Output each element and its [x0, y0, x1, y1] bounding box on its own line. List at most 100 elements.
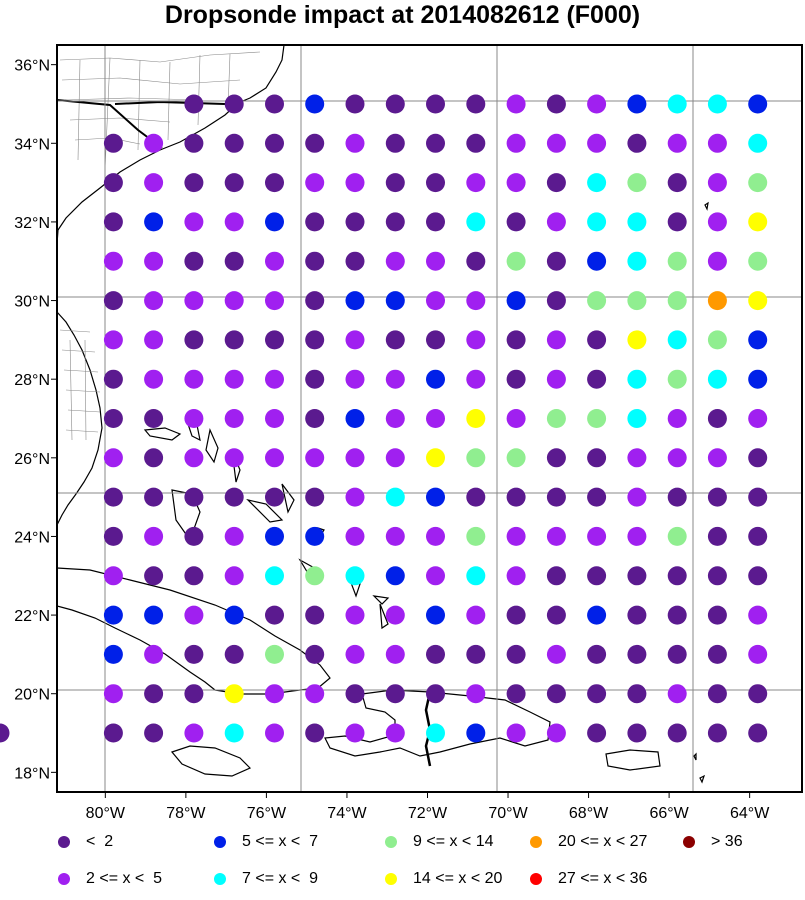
dropsonde-dot	[627, 291, 647, 311]
dropsonde-dot	[627, 723, 647, 743]
dropsonde-dot	[305, 330, 325, 350]
legend-label: 27 <= x < 36	[558, 870, 648, 887]
dropsonde-dot	[144, 251, 164, 271]
dropsonde-dot	[748, 684, 768, 704]
dropsonde-dot	[587, 94, 607, 114]
dropsonde-dot	[144, 369, 164, 389]
dropsonde-dot	[184, 291, 204, 311]
dropsonde-dot	[667, 684, 687, 704]
dropsonde-dot	[748, 409, 768, 428]
dropsonde-dot	[426, 173, 445, 193]
dropsonde-dot	[506, 723, 526, 743]
dropsonde-dot	[385, 566, 405, 586]
us-coastline	[57, 45, 285, 245]
legend-item: 9 <= x < 14	[385, 832, 494, 852]
dropsonde-dot	[144, 212, 164, 232]
dropsonde-dot	[748, 133, 768, 153]
dropsonde-dot	[707, 723, 727, 743]
florida-coastline	[57, 311, 103, 526]
dropsonde-dot	[546, 173, 566, 193]
dropsonde-dot	[466, 644, 486, 664]
dropsonde-dot	[184, 173, 204, 193]
dropsonde-dot	[385, 409, 405, 428]
dropsonde-dot	[224, 291, 244, 311]
dropsonde-dot	[506, 291, 526, 311]
dropsonde-dot	[748, 94, 768, 114]
dropsonde-dot	[385, 330, 405, 350]
dropsonde-dot	[546, 212, 566, 232]
legend-label: 20 <= x < 27	[558, 833, 648, 850]
dropsonde-dot	[506, 369, 526, 389]
dropsonde-dot	[627, 448, 647, 468]
dropsonde-dot	[305, 487, 325, 507]
dropsonde-dot	[144, 526, 164, 546]
lon-tick-label: 64°W	[730, 805, 770, 822]
dropsonde-dot	[224, 644, 244, 664]
dropsonde-dot	[305, 448, 325, 468]
dropsonde-dot	[466, 94, 486, 114]
dropsonde-dot	[345, 212, 365, 232]
dropsonde-dot	[587, 448, 607, 468]
lat-tick-label: 18°N	[14, 765, 50, 782]
dropsonde-dot	[426, 566, 445, 586]
legend-swatch	[530, 836, 542, 848]
dropsonde-dot	[466, 487, 486, 507]
lon-tick-label: 76°W	[247, 805, 287, 822]
dropsonde-dot	[707, 369, 727, 389]
dropsonde-dot	[748, 251, 768, 271]
dropsonde-dot	[305, 605, 325, 625]
dropsonde-dot	[103, 133, 123, 153]
dropsonde-dot	[546, 605, 566, 625]
dropsonde-dot	[265, 291, 284, 311]
dropsonde-dot	[265, 369, 284, 389]
dropsonde-dot	[748, 605, 768, 625]
legend-swatch	[385, 873, 397, 885]
dropsonde-dot	[345, 605, 365, 625]
dropsonde-dot	[144, 291, 164, 311]
dropsonde-dot	[224, 173, 244, 193]
dropsonde-dot	[305, 723, 325, 743]
dropsonde-dot	[184, 605, 204, 625]
legend-label: 14 <= x < 20	[413, 870, 503, 887]
dropsonde-dot	[265, 448, 284, 468]
legend-item: 5 <= x < 7	[214, 832, 318, 852]
dropsonde-dot	[305, 684, 325, 704]
dropsonde-dot	[667, 133, 687, 153]
dropsonde-dot	[385, 684, 405, 704]
dropsonde-dot	[426, 251, 445, 271]
dropsonde-dot	[466, 409, 486, 428]
legend-label: > 36	[711, 833, 743, 850]
dropsonde-dot	[466, 566, 486, 586]
dropsonde-dot	[385, 251, 405, 271]
dropsonde-dot	[305, 173, 325, 193]
dropsonde-dot	[707, 566, 727, 586]
dropsonde-dot	[265, 487, 284, 507]
dropsonde-dot	[587, 566, 607, 586]
dropsonde-dot	[707, 409, 727, 428]
dropsonde-dot	[587, 644, 607, 664]
dropsonde-dot	[587, 251, 607, 271]
dropsonde-dot	[345, 369, 365, 389]
lat-tick-label: 22°N	[14, 608, 50, 625]
dropsonde-dot	[144, 173, 164, 193]
legend-swatch	[683, 836, 695, 848]
dropsonde-dot	[184, 94, 204, 114]
dropsonde-dot	[265, 330, 284, 350]
lat-tick-label: 26°N	[14, 451, 50, 468]
dropsonde-dot	[345, 133, 365, 153]
dropsonde-dot	[466, 448, 486, 468]
dropsonde-dot	[426, 291, 445, 311]
dropsonde-dot	[224, 526, 244, 546]
dropsonde-dot	[144, 566, 164, 586]
dropsonde-dot	[426, 684, 445, 704]
dropsonde-dot	[144, 644, 164, 664]
dropsonde-dot	[546, 487, 566, 507]
lat-tick-label: 36°N	[14, 58, 50, 75]
dropsonde-dot	[184, 526, 204, 546]
jamaica-coastline	[170, 745, 252, 777]
dropsonde-dot	[707, 291, 727, 311]
dropsonde-dot	[748, 526, 768, 546]
lon-tick-label: 68°W	[569, 805, 609, 822]
dropsonde-dot	[466, 212, 486, 232]
